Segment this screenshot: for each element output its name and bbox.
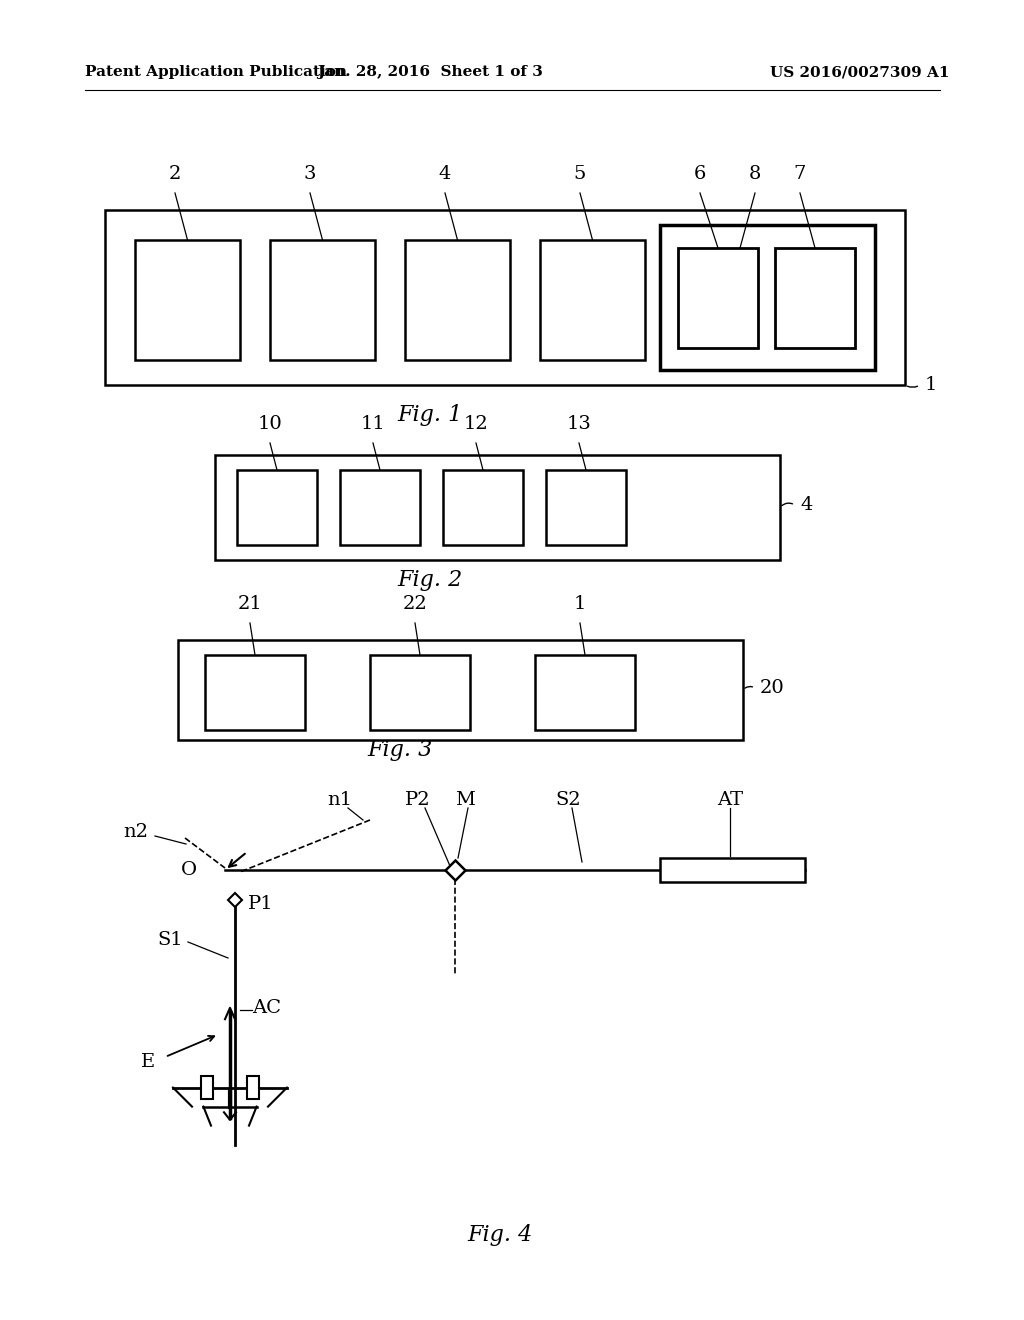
Text: 21: 21 [238,595,262,612]
Text: E: E [141,1053,155,1071]
Text: M: M [455,791,475,809]
Bar [247,1076,259,1100]
Bar [535,655,635,730]
Text: Jan. 28, 2016  Sheet 1 of 3: Jan. 28, 2016 Sheet 1 of 3 [317,65,543,79]
Text: 11: 11 [360,414,385,433]
Bar [406,240,510,360]
Text: 4: 4 [800,496,812,513]
Bar [546,470,626,545]
Text: Fig. 3: Fig. 3 [368,739,432,762]
Bar [340,470,420,545]
Text: US 2016/0027309 A1: US 2016/0027309 A1 [770,65,950,79]
Bar [178,640,743,741]
Text: S2: S2 [555,791,581,809]
Text: P2: P2 [406,791,431,809]
Bar [237,470,317,545]
Text: 5: 5 [573,165,586,183]
Bar [443,470,523,545]
Text: n2: n2 [123,822,148,841]
Bar [270,240,375,360]
Bar [135,240,240,360]
Text: O: O [181,861,197,879]
Bar [105,210,905,385]
Text: AT: AT [717,791,743,809]
Text: 7: 7 [794,165,806,183]
Text: 1: 1 [925,376,937,393]
Text: 20: 20 [760,678,784,697]
Text: 1: 1 [573,595,586,612]
Text: 4: 4 [439,165,452,183]
Text: n1: n1 [328,791,352,809]
Text: 13: 13 [566,414,592,433]
Bar [540,240,645,360]
Bar [201,1076,213,1100]
Text: Fig. 2: Fig. 2 [397,569,463,591]
Text: 8: 8 [749,165,761,183]
Text: 2: 2 [169,165,181,183]
Bar [660,858,805,882]
Bar [775,248,855,348]
Bar [660,224,874,370]
Bar [215,455,780,560]
Text: Fig. 1: Fig. 1 [397,404,463,426]
Text: Patent Application Publication: Patent Application Publication [85,65,347,79]
Bar [205,655,305,730]
Text: 6: 6 [694,165,707,183]
Text: 3: 3 [304,165,316,183]
Text: P1: P1 [248,895,273,913]
Text: Fig. 4: Fig. 4 [467,1224,532,1246]
Text: 10: 10 [258,414,283,433]
Text: S1: S1 [158,931,183,949]
Text: AC: AC [252,999,281,1016]
Text: 12: 12 [464,414,488,433]
Text: 22: 22 [402,595,427,612]
Bar [370,655,470,730]
Bar [678,248,758,348]
